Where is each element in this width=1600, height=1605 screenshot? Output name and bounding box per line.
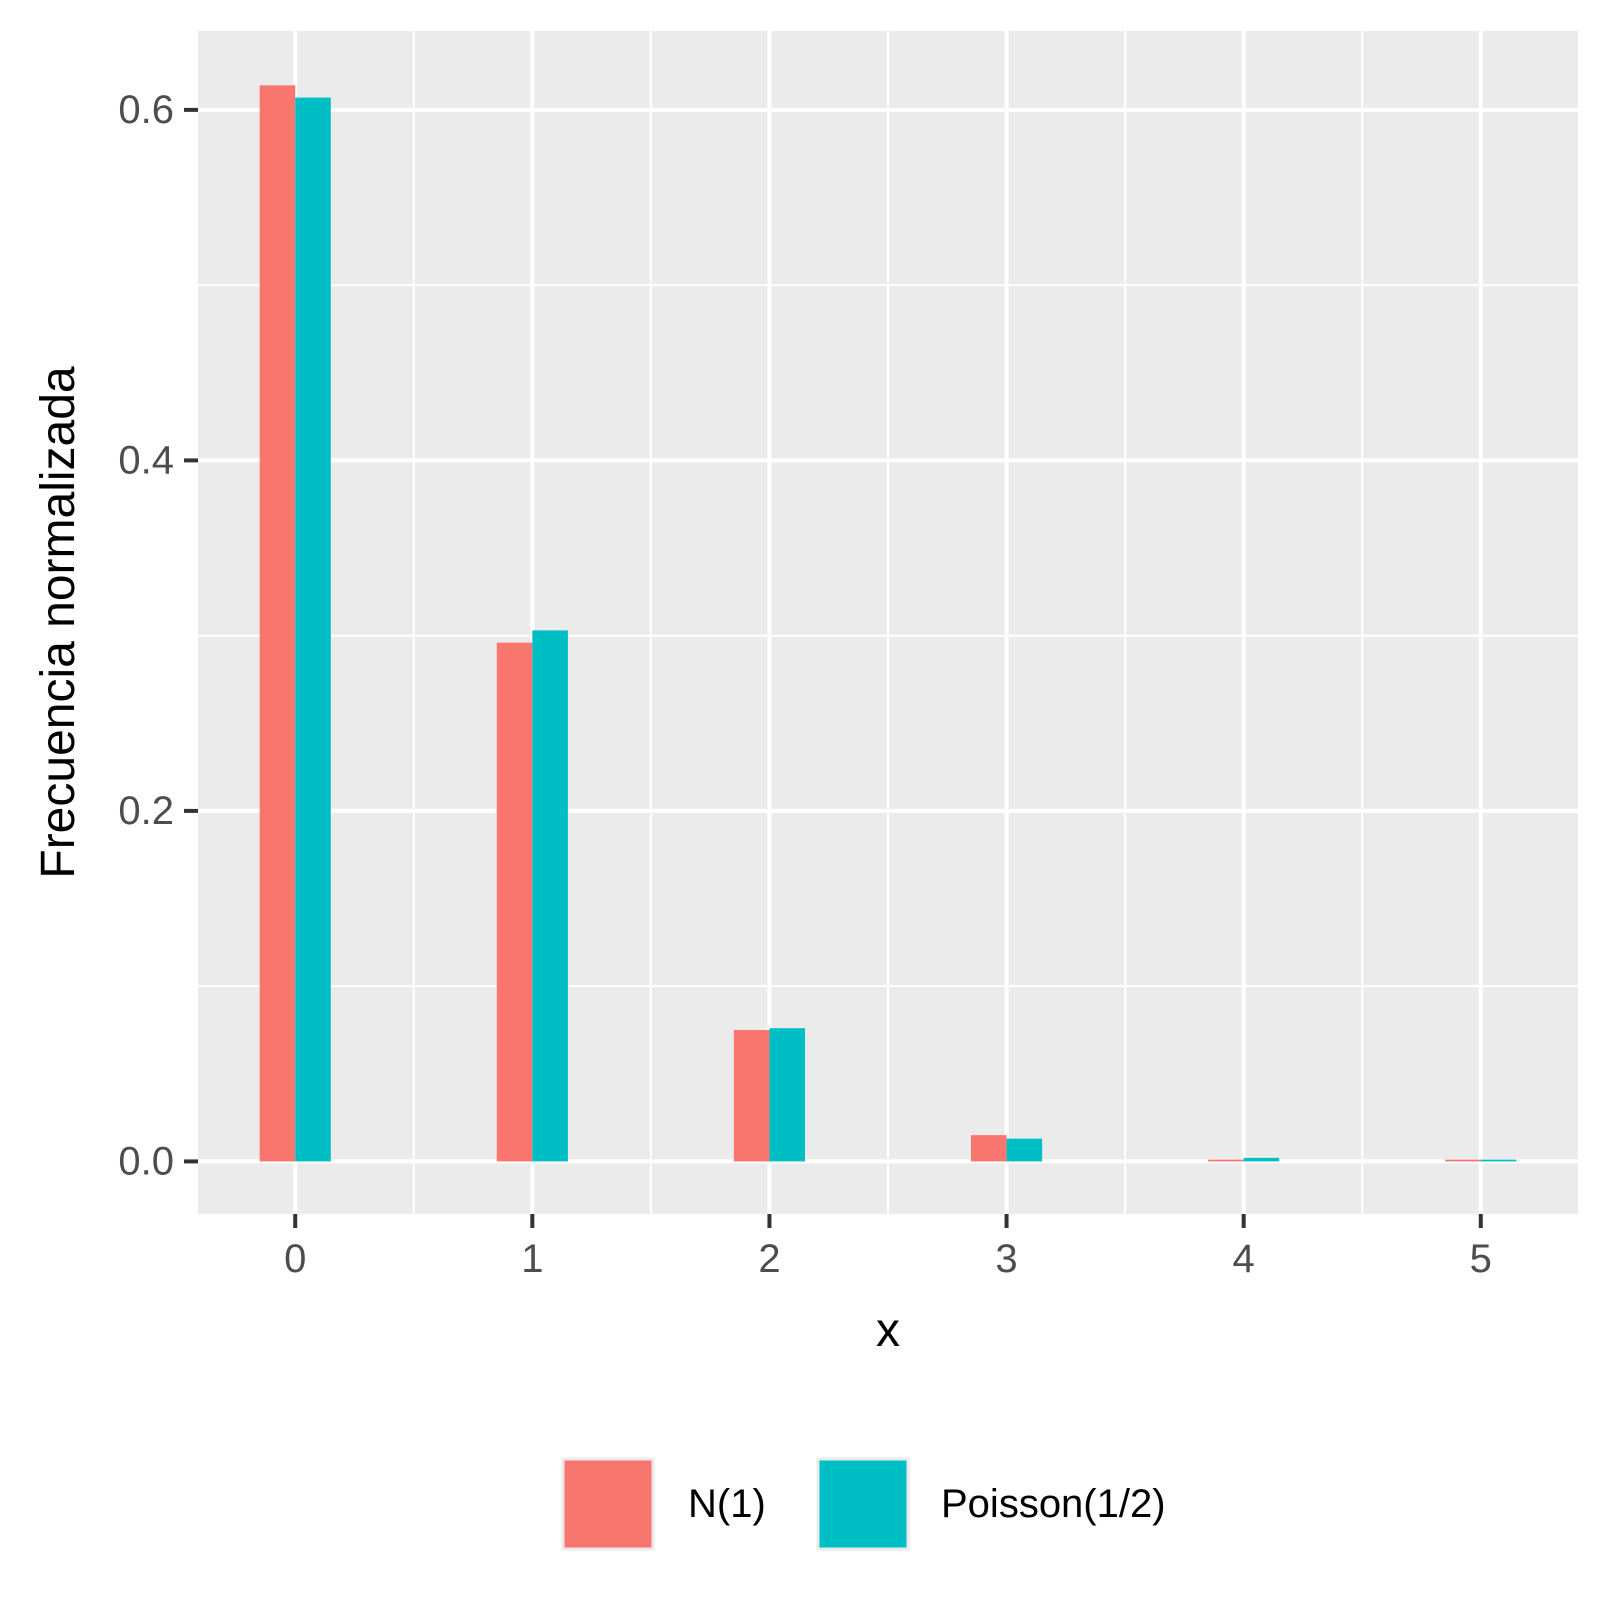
bars-group <box>259 85 1517 1162</box>
bar-poisson-1 <box>532 630 568 1162</box>
x-axis: 0 1 2 3 4 5 <box>284 1214 1492 1281</box>
legend-label-n1: N(1) <box>688 1482 766 1526</box>
legend-key-n1 <box>561 1457 655 1551</box>
y-tick-label: 0.0 <box>118 1139 174 1183</box>
minor-gridlines <box>198 31 1578 1214</box>
x-tick-label: 2 <box>758 1237 780 1281</box>
bar-n1-2 <box>733 1029 770 1162</box>
y-axis-title: Frecuencia normalizada <box>32 366 85 879</box>
bar-poisson-3 <box>1006 1138 1043 1162</box>
bar-poisson-4 <box>1243 1157 1280 1162</box>
bar-n1-0 <box>259 85 296 1162</box>
bar-n1-5 <box>1445 1159 1481 1162</box>
y-tick-label: 0.2 <box>118 789 174 833</box>
x-axis-title: x <box>876 1304 900 1357</box>
major-gridlines <box>198 31 1578 1214</box>
x-tick-label: 0 <box>284 1237 306 1281</box>
x-tick-label: 4 <box>1233 1237 1255 1281</box>
bar-poisson-2 <box>769 1028 806 1162</box>
y-axis: 0.0 0.2 0.4 0.6 <box>118 88 198 1183</box>
bar-poisson-5 <box>1480 1159 1517 1162</box>
x-tick-label: 5 <box>1470 1237 1492 1281</box>
legend-key-poisson <box>816 1457 910 1551</box>
bar-poisson-0 <box>295 97 331 1162</box>
x-tick-label: 3 <box>995 1237 1017 1281</box>
bar-n1-1 <box>496 642 533 1162</box>
bar-n1-4 <box>1208 1159 1244 1162</box>
y-tick-label: 0.6 <box>118 88 174 132</box>
legend-label-poisson: Poisson(1/2) <box>941 1482 1166 1526</box>
x-tick-label: 1 <box>521 1237 543 1281</box>
y-tick-label: 0.4 <box>118 438 174 482</box>
legend: N(1) Poisson(1/2) <box>561 1457 1166 1551</box>
bar-n1-3 <box>970 1135 1007 1162</box>
